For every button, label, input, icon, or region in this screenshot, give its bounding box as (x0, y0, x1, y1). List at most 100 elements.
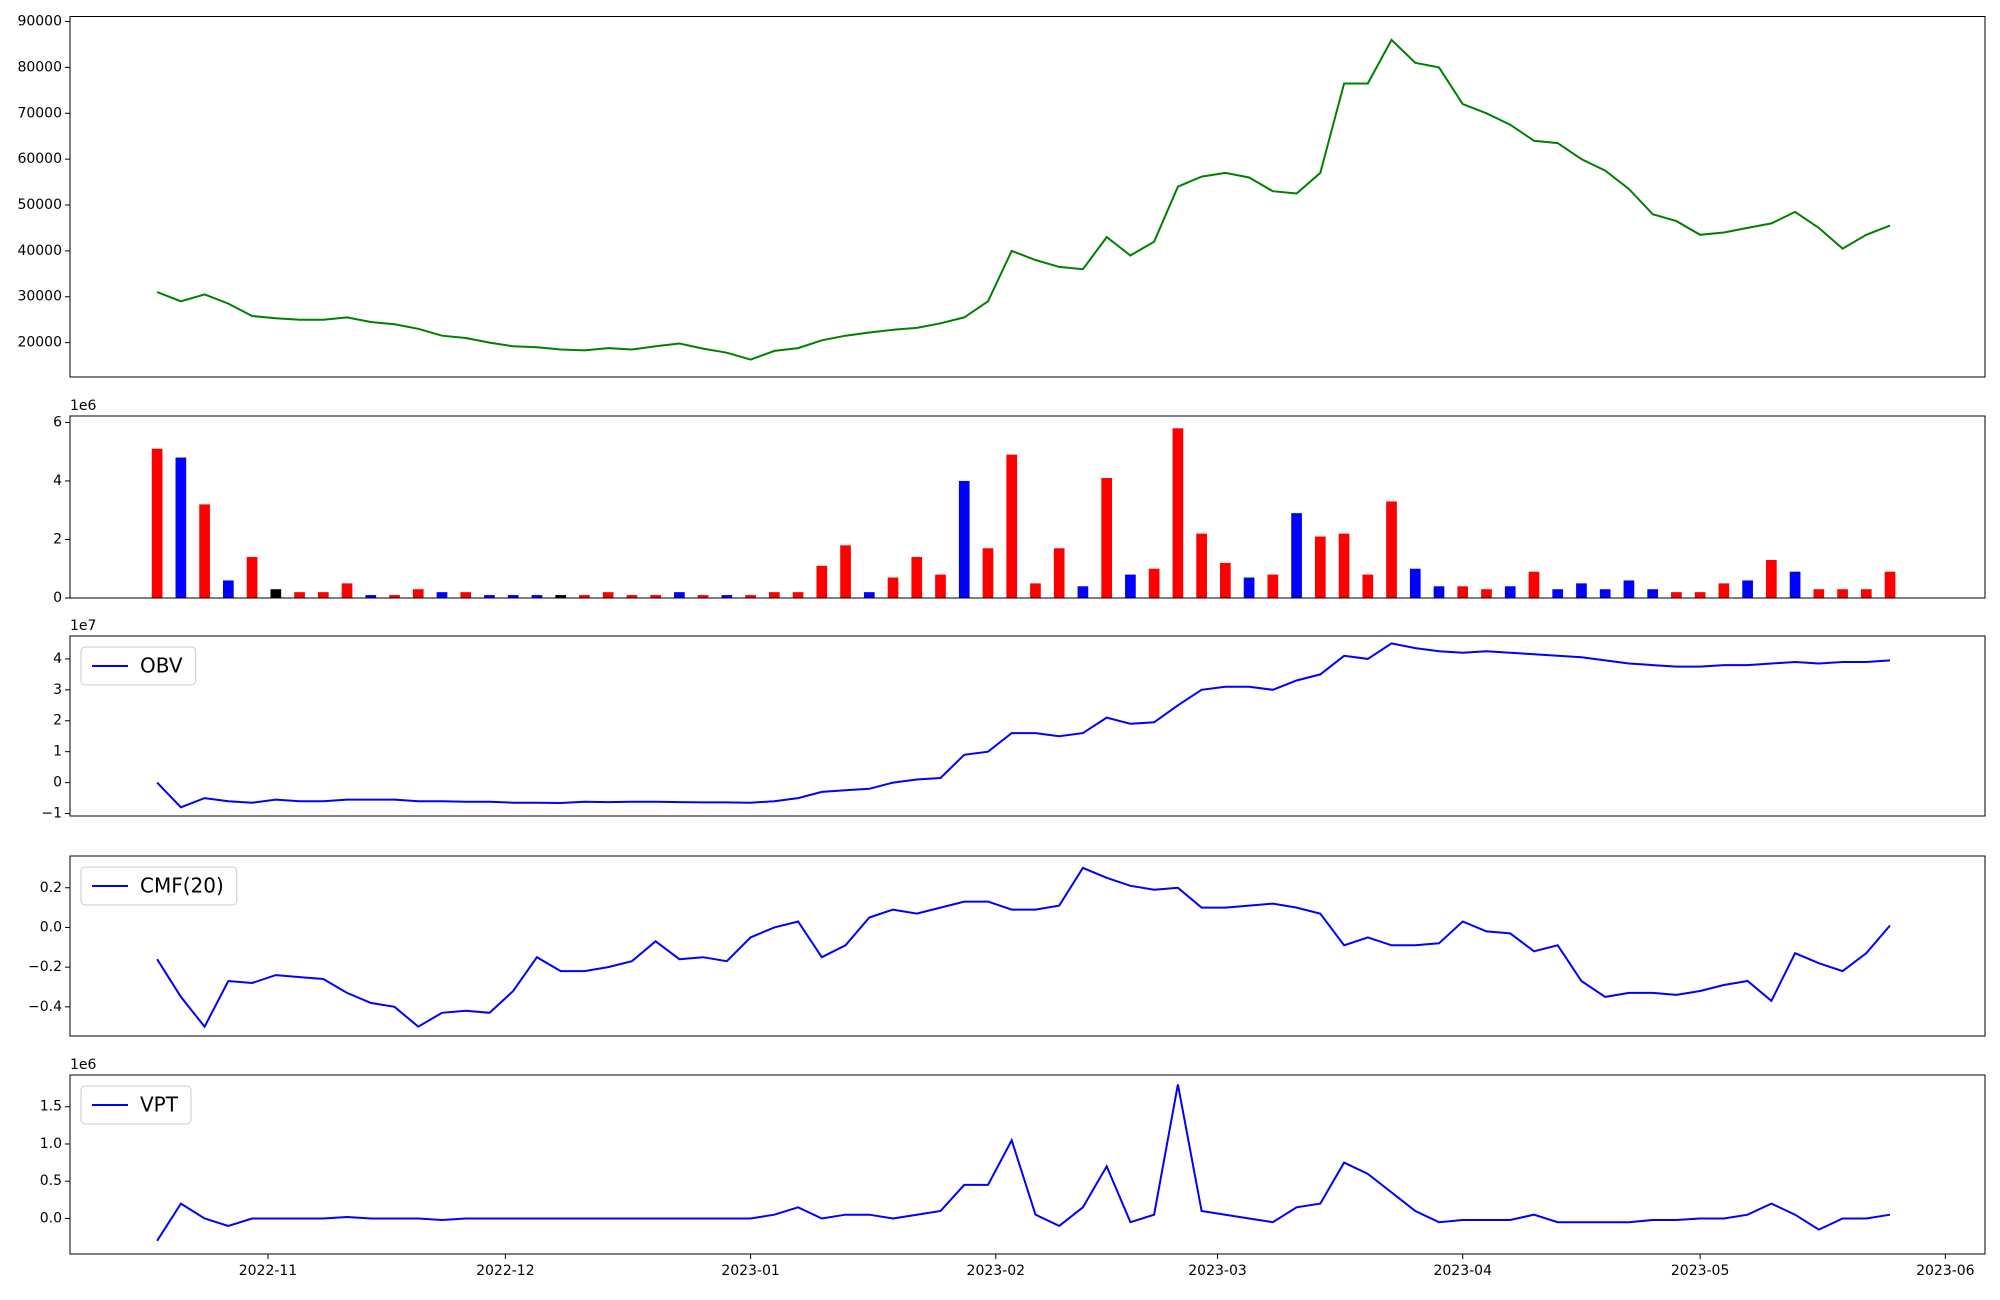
plot-frame (69, 16, 1986, 378)
bar (1860, 589, 1872, 598)
bar (911, 557, 923, 598)
legend-label: VPT (140, 1093, 179, 1117)
y-tick-label: 50000 (17, 197, 62, 213)
bar (697, 595, 709, 598)
plot-frame (69, 855, 1986, 1037)
legend-box (80, 866, 238, 906)
y-tick-label: 0 (53, 775, 62, 791)
bar (1172, 428, 1184, 598)
bar (1006, 454, 1018, 598)
bar (341, 583, 353, 598)
bar (460, 592, 472, 598)
bar (1813, 589, 1825, 598)
bar (1694, 592, 1706, 598)
y-tick-label: 40000 (17, 243, 62, 259)
y-tick-label: 4 (53, 651, 62, 667)
y-tick-label: 2 (53, 531, 62, 547)
bar (1884, 571, 1896, 598)
bar (840, 545, 851, 598)
bar (1789, 571, 1801, 598)
line-series (156, 866, 1891, 1029)
bar (1386, 501, 1397, 598)
bar (246, 557, 258, 598)
bar (626, 595, 638, 598)
plot-frame (69, 635, 1986, 817)
bar (222, 580, 234, 598)
plot-frame (69, 415, 1986, 599)
bar (1291, 513, 1302, 598)
bar (1243, 577, 1255, 598)
y-tick-label: −0.4 (28, 999, 62, 1015)
y-tick-label: 30000 (17, 289, 62, 305)
bar (270, 589, 282, 598)
y-tick-label: 90000 (17, 14, 62, 30)
y-offset-label: 1e6 (70, 398, 97, 414)
bar (1599, 589, 1611, 598)
bar (1148, 568, 1160, 598)
y-tick-label: 6 (53, 414, 62, 430)
bar (863, 592, 875, 598)
bar (935, 574, 946, 598)
legend-label: OBV (140, 654, 183, 678)
y-tick-label: 3 (53, 682, 62, 698)
bar (1552, 589, 1564, 598)
bar (1766, 559, 1777, 598)
bar (721, 595, 733, 598)
y-tick-label: 0.2 (40, 880, 62, 896)
bar (579, 595, 590, 598)
x-tick-label: 2023-02 (967, 1263, 1026, 1279)
y-tick-label: −1 (41, 806, 62, 822)
bar (887, 577, 899, 598)
bar (1837, 589, 1848, 598)
line-series (156, 38, 1891, 361)
bar (1576, 583, 1587, 598)
bar (1504, 586, 1516, 598)
bar (1409, 568, 1421, 598)
legend-box (80, 646, 197, 686)
bar (1101, 478, 1113, 598)
y-tick-label: 1.0 (40, 1136, 62, 1152)
bar (1125, 574, 1136, 598)
legend-box (80, 1085, 192, 1125)
x-tick-label: 2023-04 (1433, 1263, 1492, 1279)
x-tick-label: 2023-01 (721, 1263, 780, 1279)
y-tick-label: 4 (53, 473, 62, 489)
bar (1647, 589, 1658, 598)
y-tick-label: 20000 (17, 335, 62, 351)
bar (436, 592, 448, 598)
x-tick-label: 2023-06 (1916, 1263, 1975, 1279)
bar (674, 592, 685, 598)
bar (1433, 586, 1445, 598)
bar (602, 592, 614, 598)
y-offset-label: 1e7 (70, 618, 96, 634)
bar (650, 595, 661, 598)
bar (484, 595, 495, 598)
x-tick-label: 2023-03 (1188, 1263, 1247, 1279)
y-tick-label: 80000 (17, 59, 62, 75)
x-tick-label: 2023-05 (1671, 1263, 1730, 1279)
x-tick-label: 2022-12 (476, 1263, 535, 1279)
plot-frame (69, 1074, 1986, 1255)
bar (1528, 571, 1540, 598)
y-tick-label: 60000 (17, 151, 62, 167)
bar (199, 504, 210, 598)
bar (1718, 583, 1730, 598)
line-series (156, 642, 1891, 809)
bar (1077, 586, 1089, 598)
bar (555, 595, 567, 598)
y-tick-label: 1.5 (40, 1099, 62, 1115)
y-tick-label: 2 (53, 713, 62, 729)
bar (745, 595, 756, 598)
x-tick-label: 2022-11 (239, 1263, 298, 1279)
bar (507, 595, 519, 598)
bar (531, 595, 543, 598)
bar (792, 592, 804, 598)
bar (1196, 533, 1207, 598)
bar (151, 448, 163, 598)
bar (1338, 533, 1350, 598)
bar (1220, 562, 1231, 598)
bar (958, 480, 970, 598)
bar (175, 457, 187, 598)
bar (1362, 574, 1374, 598)
